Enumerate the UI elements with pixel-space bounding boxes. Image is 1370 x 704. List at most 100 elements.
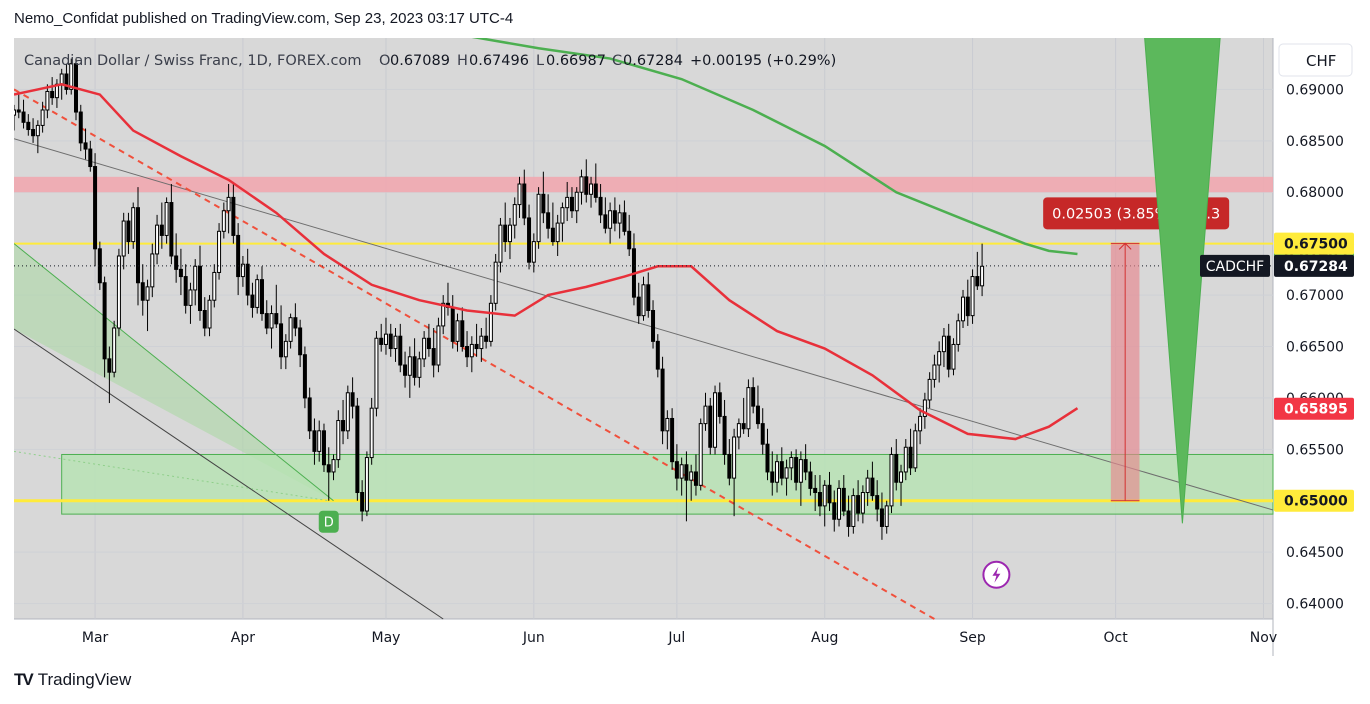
candle-182	[879, 492, 884, 540]
candle-4	[31, 118, 36, 143]
candle-177	[856, 480, 861, 522]
candle-103	[503, 202, 508, 252]
candle-body	[703, 405, 708, 425]
candle-body	[713, 392, 718, 448]
candle-body	[569, 196, 574, 212]
candle-body	[312, 430, 317, 452]
candle-139	[674, 444, 679, 491]
candle-12	[69, 58, 74, 95]
candle-body	[837, 487, 842, 520]
candle-141	[684, 451, 689, 522]
last-price-symbol-bg	[1200, 254, 1270, 277]
candle-body	[50, 90, 55, 99]
candle-body	[450, 306, 455, 342]
currency-button[interactable]: CHF	[1278, 43, 1353, 77]
candle-64	[317, 420, 322, 462]
candle-body	[636, 296, 641, 317]
candle-67	[331, 454, 336, 481]
candle-body	[140, 282, 145, 301]
candle-body	[145, 286, 150, 301]
candle-body	[608, 210, 613, 229]
candle-70	[345, 385, 350, 440]
candle-body	[941, 335, 946, 353]
candle-body	[21, 111, 26, 123]
y-tick-label: 0.69000	[1286, 82, 1344, 98]
x-tick-label-sep: Sep	[959, 630, 986, 646]
candle-48	[240, 256, 245, 287]
candle-127	[617, 204, 622, 239]
ohlc-legend: O 0.67089 H 0.67496 L 0.66987 C 0.67284 …	[379, 53, 836, 69]
candle-150	[727, 439, 732, 486]
footer-brand[interactable]: TV TradingView	[14, 670, 131, 690]
candle-body	[202, 310, 207, 329]
candle-88	[431, 327, 436, 378]
candle-body	[674, 461, 679, 479]
candle-body	[598, 196, 603, 216]
candle-35	[178, 248, 183, 296]
candle-153	[741, 397, 746, 434]
candle-body	[417, 358, 422, 378]
price-label-bg	[1274, 489, 1354, 512]
lightning-icon-glyph	[992, 566, 1001, 583]
candle-body	[708, 405, 713, 448]
candle-body	[560, 207, 565, 224]
candle-body	[212, 271, 217, 301]
candle-21	[112, 320, 117, 378]
footer-brand-label: TradingView	[37, 670, 132, 689]
candle-body	[751, 387, 756, 407]
candle-body	[527, 217, 532, 263]
time-axis-background	[14, 619, 1273, 656]
x-tick-label-nov: Nov	[1250, 630, 1277, 646]
candle-36	[183, 264, 188, 314]
candle-body	[665, 417, 670, 432]
candle-body	[746, 387, 751, 430]
candle-body	[531, 241, 536, 263]
candle-166	[803, 444, 808, 481]
candle-body	[188, 289, 193, 306]
price-chart[interactable]: 0.02503 (3.85%) 250.3D 0.690000.685000.6…	[12, 21, 1360, 656]
candle-body	[250, 294, 255, 308]
candle-155	[751, 377, 756, 414]
candle-body	[584, 176, 589, 195]
chart-container[interactable]: 0.02503 (3.85%) 250.3 D 0.69000 0.68500 0.6…	[12, 21, 1360, 656]
candle-body	[107, 358, 112, 373]
x-tick-label-jul: Jul	[667, 630, 685, 646]
candle-body	[579, 176, 584, 193]
overlay-layer: 0.02503 (3.85%) 250.3D	[14, 32, 1273, 589]
candle-body	[465, 345, 470, 358]
candle-14	[78, 104, 83, 152]
candle-33	[169, 184, 174, 265]
plot-background	[14, 38, 1273, 619]
candle-26	[135, 187, 140, 306]
candle-body	[393, 335, 398, 350]
price-label-text: 0.65000	[1284, 494, 1348, 510]
candle-body	[345, 392, 350, 432]
candle-body	[851, 495, 856, 527]
candle-190	[918, 408, 923, 445]
candle-body	[302, 354, 307, 399]
ohlc-c-label: C	[612, 53, 622, 69]
candle-52	[259, 266, 264, 321]
candle-185	[894, 439, 899, 491]
moving-averages-layer	[13, 21, 1079, 441]
candle-180	[870, 461, 875, 501]
candle-body	[426, 337, 431, 350]
trendline-1	[13, 138, 1274, 511]
candle-69	[341, 399, 346, 445]
candle-59	[293, 303, 298, 337]
sma-slow-line	[404, 21, 1078, 256]
candle-body	[255, 279, 260, 308]
ohlc-o-label: O	[379, 53, 390, 69]
candle-22	[116, 248, 121, 337]
candle-body	[240, 263, 245, 278]
candle-body	[12, 109, 16, 116]
candle-body	[341, 420, 346, 432]
support-zone	[61, 453, 1274, 515]
candle-76	[374, 331, 379, 417]
candle-63	[312, 418, 317, 465]
candle-98	[479, 327, 484, 362]
candle-72	[355, 397, 360, 501]
candle-body	[126, 220, 131, 243]
candle-body	[26, 121, 31, 131]
candle-body	[307, 397, 312, 432]
